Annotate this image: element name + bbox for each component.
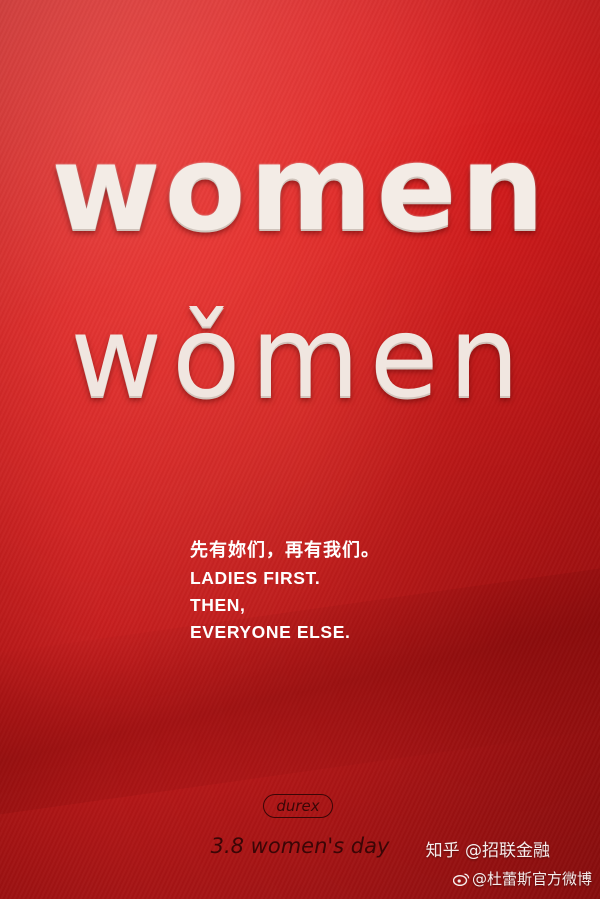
headline-women: women — [51, 119, 549, 257]
womens-day-caption: 3.8 women's day — [210, 834, 390, 858]
zhihu-watermark: 知乎 @招联金融 — [425, 841, 550, 861]
tagline-line-1: LADIES FIRST. — [190, 568, 321, 588]
tagline-line-2: THEN, — [190, 595, 246, 615]
weibo-icon — [452, 873, 470, 886]
logo-wordmark: durex — [276, 797, 320, 815]
weibo-watermark: @杜蕾斯官方微博 — [452, 868, 592, 889]
tagline-block: 先有妳们，再有我们。 LADIES FIRST. THEN, EVERYONE … — [190, 537, 380, 646]
durex-logo: durex — [263, 794, 333, 818]
tagline-line-3: EVERYONE ELSE. — [190, 622, 351, 642]
headline-pinyin: wǒmen — [70, 293, 530, 423]
weibo-watermark-text: @杜蕾斯官方微博 — [471, 870, 592, 888]
tagline-chinese: 先有妳们，再有我们。 — [190, 540, 380, 561]
